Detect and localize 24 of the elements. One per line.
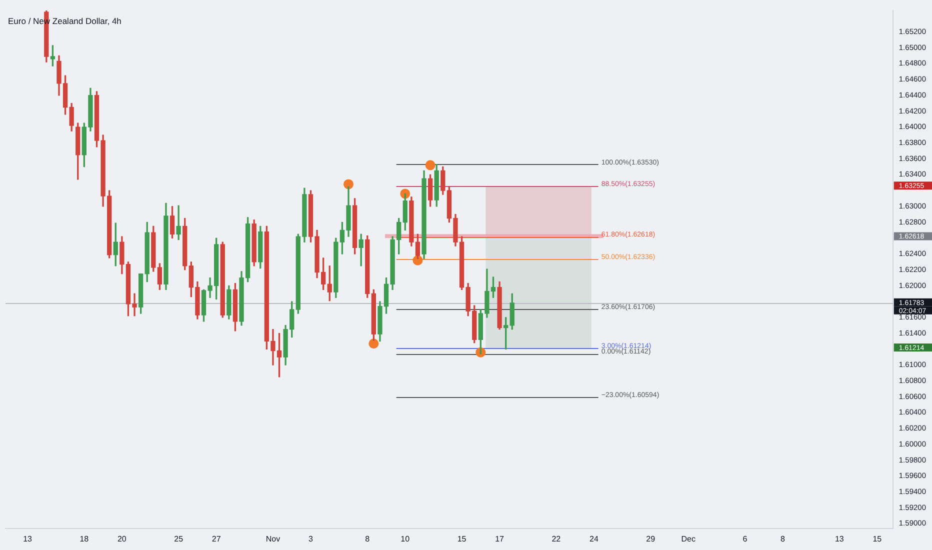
x-tick-label: 15	[457, 534, 467, 544]
candlestick	[176, 205, 181, 240]
x-tick-label: 17	[495, 534, 505, 544]
x-tick-label: 18	[80, 534, 90, 544]
x-tick-label: 8	[365, 534, 370, 544]
x-tick-label: 13	[834, 534, 844, 544]
point	[344, 179, 354, 190]
x-tick-label: 24	[589, 534, 599, 544]
x-tick-label: 13	[23, 534, 33, 544]
x-tick-label: 10	[400, 534, 410, 544]
x-tick-label: Dec	[681, 534, 696, 544]
x-tick-label: Nov	[266, 534, 280, 544]
x-tick-label: 25	[174, 534, 184, 544]
x-tick-label: 22	[552, 534, 562, 544]
point	[368, 338, 379, 349]
x-tick-label: 20	[117, 534, 127, 544]
x-tick-label: 8	[780, 534, 786, 544]
x-tick-label: 6	[742, 534, 748, 544]
point	[425, 160, 436, 170]
x-tick-label: 27	[212, 534, 222, 544]
point	[412, 255, 423, 266]
x-tick-label: 3	[308, 534, 314, 544]
x-tick-label: 15	[872, 534, 882, 544]
x-tick-label: 29	[646, 534, 656, 544]
